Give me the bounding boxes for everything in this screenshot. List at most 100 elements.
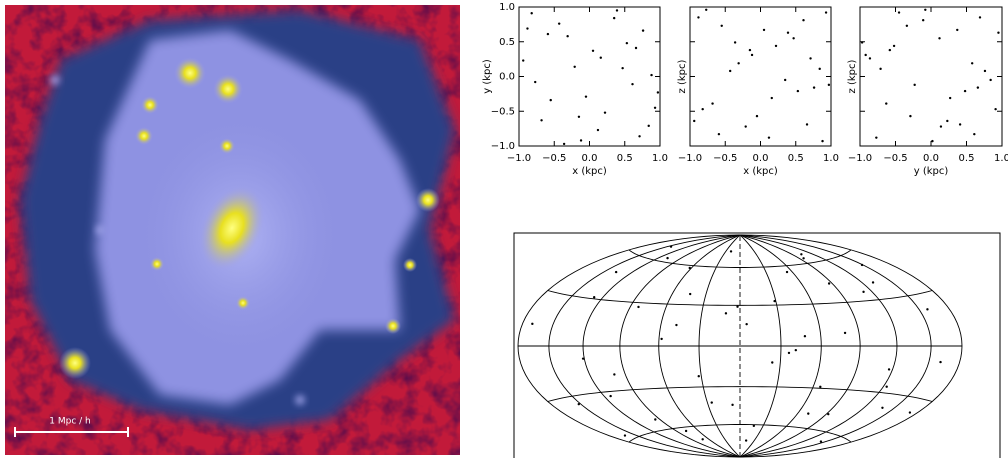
x-tick-label: −1.0 — [507, 153, 531, 164]
point — [956, 28, 959, 32]
point — [862, 290, 865, 294]
point — [755, 114, 759, 118]
point — [786, 31, 790, 34]
point — [794, 348, 798, 352]
y-tick-label: 0.0 — [499, 72, 515, 83]
point — [983, 69, 987, 73]
parallel — [628, 424, 852, 443]
y-axis-label: z (kpc) — [677, 59, 688, 93]
point — [963, 89, 967, 93]
point — [802, 257, 805, 260]
point — [526, 27, 529, 30]
point — [710, 401, 713, 404]
point — [737, 62, 740, 65]
point — [577, 402, 581, 406]
point — [888, 48, 892, 52]
point — [625, 41, 629, 45]
parallel — [628, 249, 852, 268]
point — [744, 125, 747, 128]
point — [908, 411, 912, 414]
x-tick-label: −0.5 — [883, 153, 907, 164]
point — [697, 375, 700, 378]
point — [736, 305, 739, 308]
point — [913, 83, 916, 87]
point — [596, 128, 600, 132]
point — [785, 270, 789, 274]
point — [623, 434, 627, 437]
x-axis-label: x (kpc) — [743, 166, 778, 177]
point — [745, 322, 748, 326]
point — [905, 24, 909, 27]
point — [705, 8, 708, 11]
point — [762, 28, 766, 32]
scale-label: 1 Mpc / h — [49, 417, 90, 427]
point — [562, 142, 566, 146]
x-tick-label: 0.0 — [923, 153, 939, 164]
point — [803, 335, 807, 338]
x-tick-label: −1.0 — [848, 153, 872, 164]
point — [939, 125, 943, 128]
point — [978, 16, 982, 19]
point — [931, 139, 934, 143]
point — [647, 124, 650, 128]
point — [653, 106, 657, 109]
sky-map — [517, 234, 963, 458]
plot-frame — [518, 6, 661, 147]
x-tick-label: 1.0 — [994, 153, 1008, 164]
point — [748, 48, 752, 52]
x-axis-label: x (kpc) — [572, 166, 607, 177]
point — [566, 34, 569, 38]
point — [819, 440, 823, 443]
point — [701, 438, 704, 441]
point — [909, 114, 912, 118]
point — [612, 16, 616, 20]
point — [897, 11, 901, 14]
point — [584, 95, 588, 98]
point — [729, 250, 733, 253]
point — [684, 429, 688, 433]
point — [599, 56, 602, 59]
point — [697, 16, 700, 19]
point — [994, 107, 997, 111]
point — [818, 67, 821, 71]
x-tick-label: 1.0 — [652, 153, 668, 164]
point — [530, 12, 533, 15]
point — [783, 78, 787, 82]
point — [621, 66, 624, 70]
point — [976, 86, 980, 89]
point — [720, 24, 723, 27]
x-tick-label: 0.0 — [753, 153, 769, 164]
parallel — [547, 290, 933, 306]
simulation-image: 1 Mpc / h — [5, 5, 460, 455]
y-tick-label: −0.5 — [491, 106, 515, 117]
point — [731, 403, 734, 407]
point — [827, 412, 830, 416]
point — [973, 132, 976, 136]
point — [924, 8, 927, 11]
point — [615, 9, 619, 12]
point — [821, 139, 824, 143]
point — [792, 37, 795, 40]
x-tick-label: −0.5 — [713, 153, 737, 164]
point — [885, 102, 888, 105]
point — [843, 331, 847, 335]
x-axis-label: y (kpc) — [914, 166, 949, 177]
y-axis-label: z (kpc) — [847, 59, 858, 93]
point — [864, 53, 867, 57]
point — [609, 394, 612, 398]
point — [688, 292, 692, 296]
point — [948, 96, 952, 100]
point — [613, 373, 616, 376]
point — [654, 418, 657, 421]
point — [946, 119, 949, 123]
point — [770, 96, 773, 100]
point — [958, 123, 962, 126]
y-axis-label: y (kpc) — [482, 59, 493, 94]
point — [752, 424, 756, 428]
point — [614, 270, 618, 274]
x-tick-label: −0.5 — [542, 153, 566, 164]
point — [531, 322, 534, 326]
point — [534, 80, 537, 84]
y-tick-label: 1.0 — [499, 2, 515, 13]
